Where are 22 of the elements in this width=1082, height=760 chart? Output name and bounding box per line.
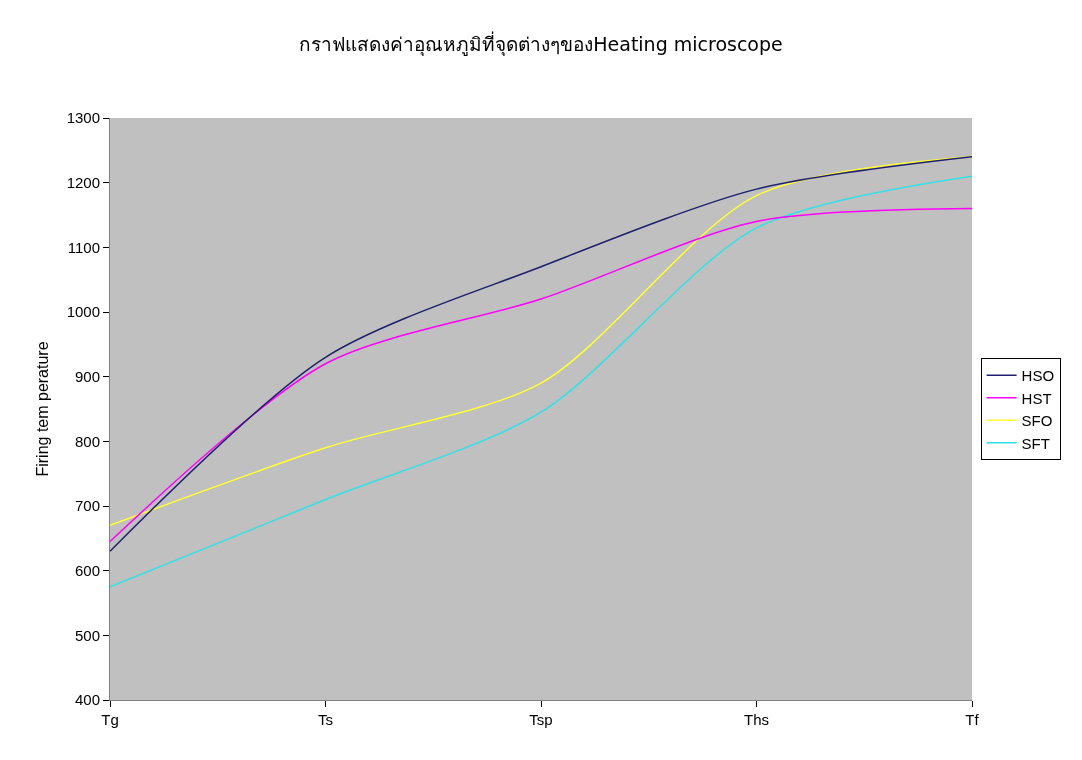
y-tick-label: 1200 bbox=[66, 173, 100, 191]
legend-label: HST bbox=[1021, 389, 1052, 407]
y-tick-label: 1300 bbox=[66, 109, 100, 127]
x-tick-label: Tg bbox=[101, 711, 119, 728]
chart-title: กราฟแสดงค่าอุณหภูมิที่จุดต่างๆของHeating microscope bbox=[299, 31, 783, 58]
legend-label: SFO bbox=[1021, 412, 1053, 430]
x-tick-label: Tf bbox=[965, 711, 980, 728]
y-tick-label: 1100 bbox=[67, 238, 100, 256]
line-series bbox=[110, 207, 972, 543]
y-tick-label: 800 bbox=[74, 432, 100, 450]
x-tick-label: Ts bbox=[318, 711, 333, 728]
y-tick-label: 900 bbox=[74, 367, 100, 385]
y-tick-label: 1000 bbox=[66, 303, 100, 321]
y-tick-label: 400 bbox=[74, 691, 100, 709]
y-tick-label: 700 bbox=[74, 497, 100, 515]
x-tick-label: Tsp bbox=[529, 711, 553, 728]
x-tick-label: Ths bbox=[743, 711, 770, 728]
y-tick-label: 600 bbox=[74, 561, 100, 579]
y-tick-label: 500 bbox=[74, 626, 100, 644]
y-axis-title: Firing tem perature bbox=[33, 341, 51, 477]
legend-label: HSO bbox=[1021, 367, 1055, 385]
legend-label: SFT bbox=[1021, 434, 1050, 452]
